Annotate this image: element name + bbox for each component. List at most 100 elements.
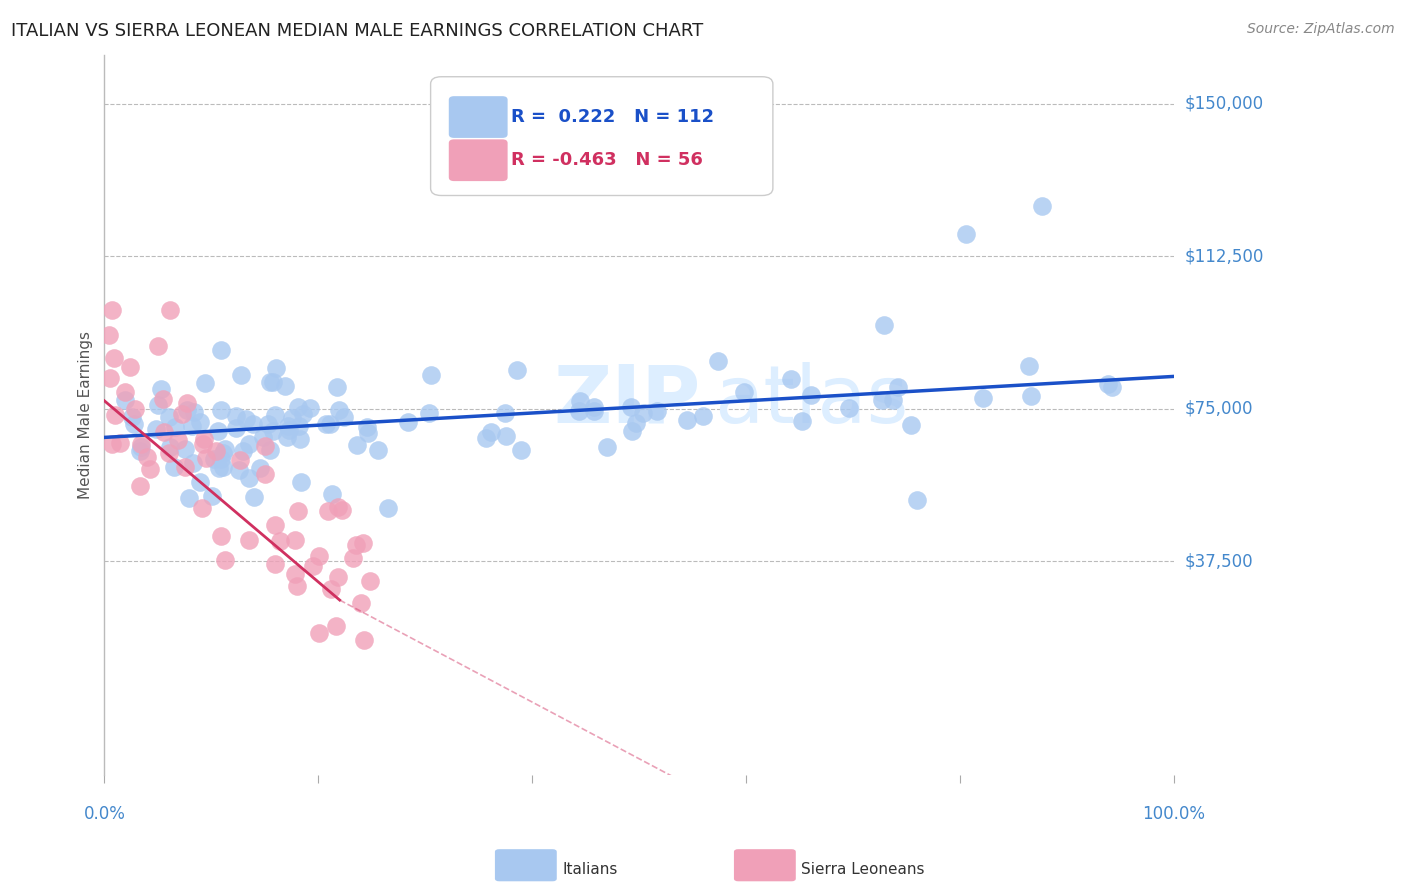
Point bbox=[118, 359, 141, 374]
Point bbox=[277, 418, 299, 433]
Point bbox=[506, 363, 529, 377]
Point bbox=[288, 419, 311, 434]
Point bbox=[101, 437, 124, 451]
Text: R =  0.222   N = 112: R = 0.222 N = 112 bbox=[510, 108, 714, 126]
Point bbox=[330, 503, 353, 517]
Point bbox=[209, 529, 232, 543]
Point bbox=[211, 403, 233, 417]
Point bbox=[157, 446, 180, 460]
Point bbox=[269, 534, 291, 549]
Point bbox=[259, 442, 281, 457]
Point bbox=[333, 410, 356, 425]
Point bbox=[631, 406, 654, 420]
Point bbox=[214, 552, 236, 566]
Point bbox=[346, 438, 368, 452]
Point bbox=[146, 399, 169, 413]
Point bbox=[377, 501, 399, 516]
Text: ITALIAN VS SIERRA LEONEAN MEDIAN MALE EARNINGS CORRELATION CHART: ITALIAN VS SIERRA LEONEAN MEDIAN MALE EA… bbox=[11, 22, 703, 40]
Point bbox=[276, 430, 298, 444]
Point bbox=[328, 403, 350, 417]
Point bbox=[108, 436, 131, 450]
Point bbox=[162, 459, 184, 474]
FancyBboxPatch shape bbox=[449, 96, 508, 138]
Point bbox=[298, 401, 321, 416]
Point bbox=[209, 452, 232, 467]
Point bbox=[212, 446, 235, 460]
Point bbox=[180, 419, 202, 434]
Point bbox=[325, 618, 347, 632]
Point bbox=[214, 442, 236, 456]
Point bbox=[124, 402, 146, 417]
Point bbox=[193, 437, 215, 451]
Point bbox=[1031, 198, 1053, 212]
Point bbox=[153, 425, 176, 440]
Point bbox=[238, 471, 260, 485]
Text: $112,500: $112,500 bbox=[1185, 247, 1264, 266]
Text: ZIP: ZIP bbox=[554, 361, 700, 440]
Point bbox=[838, 401, 860, 415]
Point bbox=[315, 417, 337, 432]
Point bbox=[179, 491, 201, 505]
Text: 0.0%: 0.0% bbox=[83, 805, 125, 823]
Point bbox=[165, 419, 187, 434]
Point bbox=[692, 409, 714, 424]
Point bbox=[98, 371, 121, 385]
Point bbox=[235, 411, 257, 425]
Point bbox=[645, 404, 668, 418]
Point bbox=[955, 227, 977, 241]
Point bbox=[284, 566, 307, 581]
Point bbox=[676, 413, 699, 427]
Point bbox=[256, 417, 278, 431]
Point bbox=[316, 504, 339, 518]
Point bbox=[281, 411, 304, 425]
Point bbox=[225, 421, 247, 435]
Point bbox=[131, 440, 153, 454]
Point bbox=[159, 440, 181, 454]
Point bbox=[181, 456, 204, 470]
Point bbox=[188, 415, 211, 429]
Point bbox=[232, 443, 254, 458]
Point bbox=[238, 437, 260, 451]
Point bbox=[135, 450, 157, 464]
Point bbox=[319, 417, 342, 432]
Point bbox=[342, 551, 364, 566]
Point bbox=[249, 461, 271, 475]
Point bbox=[195, 451, 218, 466]
Point bbox=[882, 393, 904, 408]
Point bbox=[396, 415, 419, 429]
Point bbox=[262, 376, 284, 390]
Point bbox=[193, 432, 215, 446]
Point bbox=[146, 338, 169, 352]
Point bbox=[420, 368, 443, 382]
Point bbox=[129, 479, 152, 493]
Point bbox=[326, 380, 349, 394]
Point bbox=[263, 557, 285, 571]
Point bbox=[101, 302, 124, 317]
Point bbox=[873, 318, 896, 333]
Point bbox=[292, 407, 315, 421]
Point bbox=[284, 533, 307, 547]
Point bbox=[621, 424, 644, 438]
Point bbox=[287, 504, 309, 518]
Point bbox=[209, 343, 232, 358]
Point bbox=[174, 459, 197, 474]
Text: R = -0.463   N = 56: R = -0.463 N = 56 bbox=[510, 152, 703, 169]
Point bbox=[583, 404, 606, 418]
Point bbox=[98, 327, 121, 342]
Text: Sierra Leoneans: Sierra Leoneans bbox=[801, 863, 925, 877]
Text: $37,500: $37,500 bbox=[1185, 552, 1254, 570]
Point bbox=[308, 625, 330, 640]
Point bbox=[129, 444, 152, 458]
Y-axis label: Median Male Earnings: Median Male Earnings bbox=[79, 331, 93, 499]
Point bbox=[211, 460, 233, 475]
Point bbox=[114, 384, 136, 399]
Point bbox=[231, 368, 253, 382]
Point bbox=[302, 559, 325, 574]
Point bbox=[367, 442, 389, 457]
Point bbox=[344, 538, 367, 552]
Point bbox=[1097, 377, 1119, 392]
Point bbox=[252, 430, 274, 444]
Point bbox=[972, 391, 994, 405]
Point bbox=[122, 417, 145, 432]
Point bbox=[145, 422, 167, 436]
